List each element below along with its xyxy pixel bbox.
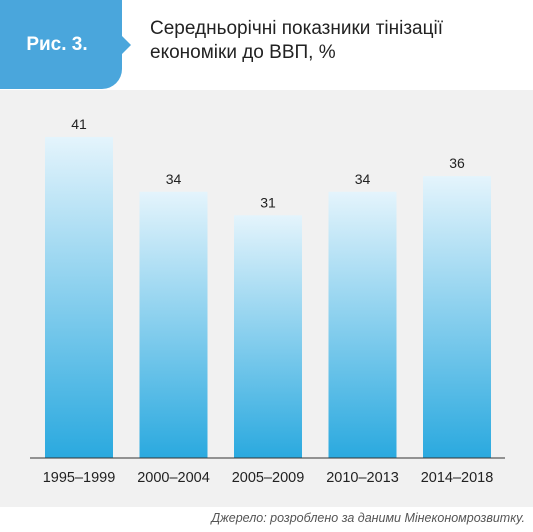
data-label-1: 41 bbox=[71, 116, 87, 132]
data-label-4: 34 bbox=[355, 171, 371, 187]
chart-title: Середньорічні показники тінізації економ… bbox=[150, 17, 520, 65]
data-label-5: 36 bbox=[449, 155, 465, 171]
bar-5 bbox=[423, 176, 491, 458]
figure-label: Рис. 3. bbox=[26, 33, 88, 55]
data-labels-group: 41 34 31 34 36 bbox=[71, 116, 465, 210]
data-label-2: 34 bbox=[166, 171, 182, 187]
source-note: Джерело: розроблено за даними Мінекономр… bbox=[211, 511, 525, 525]
bar-3 bbox=[234, 215, 302, 458]
bars-group bbox=[45, 136, 491, 458]
bar-4 bbox=[328, 191, 397, 458]
chart-title-line-2: економіки до ВВП, % bbox=[150, 42, 336, 63]
x-tick-labels-group: 1995–1999 2000–2004 2005–2009 2010–2013 2014… bbox=[43, 470, 494, 486]
x-tick-label-1: 1995–1999 bbox=[43, 470, 116, 486]
figure-header: Рис. 3. Середньорічні показники тінізаці… bbox=[0, 0, 533, 90]
figure-label-badge: Рис. 3. bbox=[0, 0, 122, 89]
x-tick-label-3: 2005–2009 bbox=[232, 470, 305, 486]
data-label-3: 31 bbox=[260, 194, 276, 210]
bar-chart: 41 34 31 34 36 1995–1999 2000–2004 2005–2009 20… bbox=[30, 116, 505, 486]
x-tick-label-5: 2014–2018 bbox=[421, 470, 494, 486]
bar-2 bbox=[139, 191, 208, 458]
x-tick-label-4: 2010–2013 bbox=[326, 470, 399, 486]
bar-1 bbox=[45, 136, 113, 458]
x-tick-label-2: 2000–2004 bbox=[137, 470, 210, 486]
chart-title-line-1: Середньорічні показники тінізації bbox=[150, 18, 443, 39]
badge-arrow-icon bbox=[122, 36, 131, 54]
